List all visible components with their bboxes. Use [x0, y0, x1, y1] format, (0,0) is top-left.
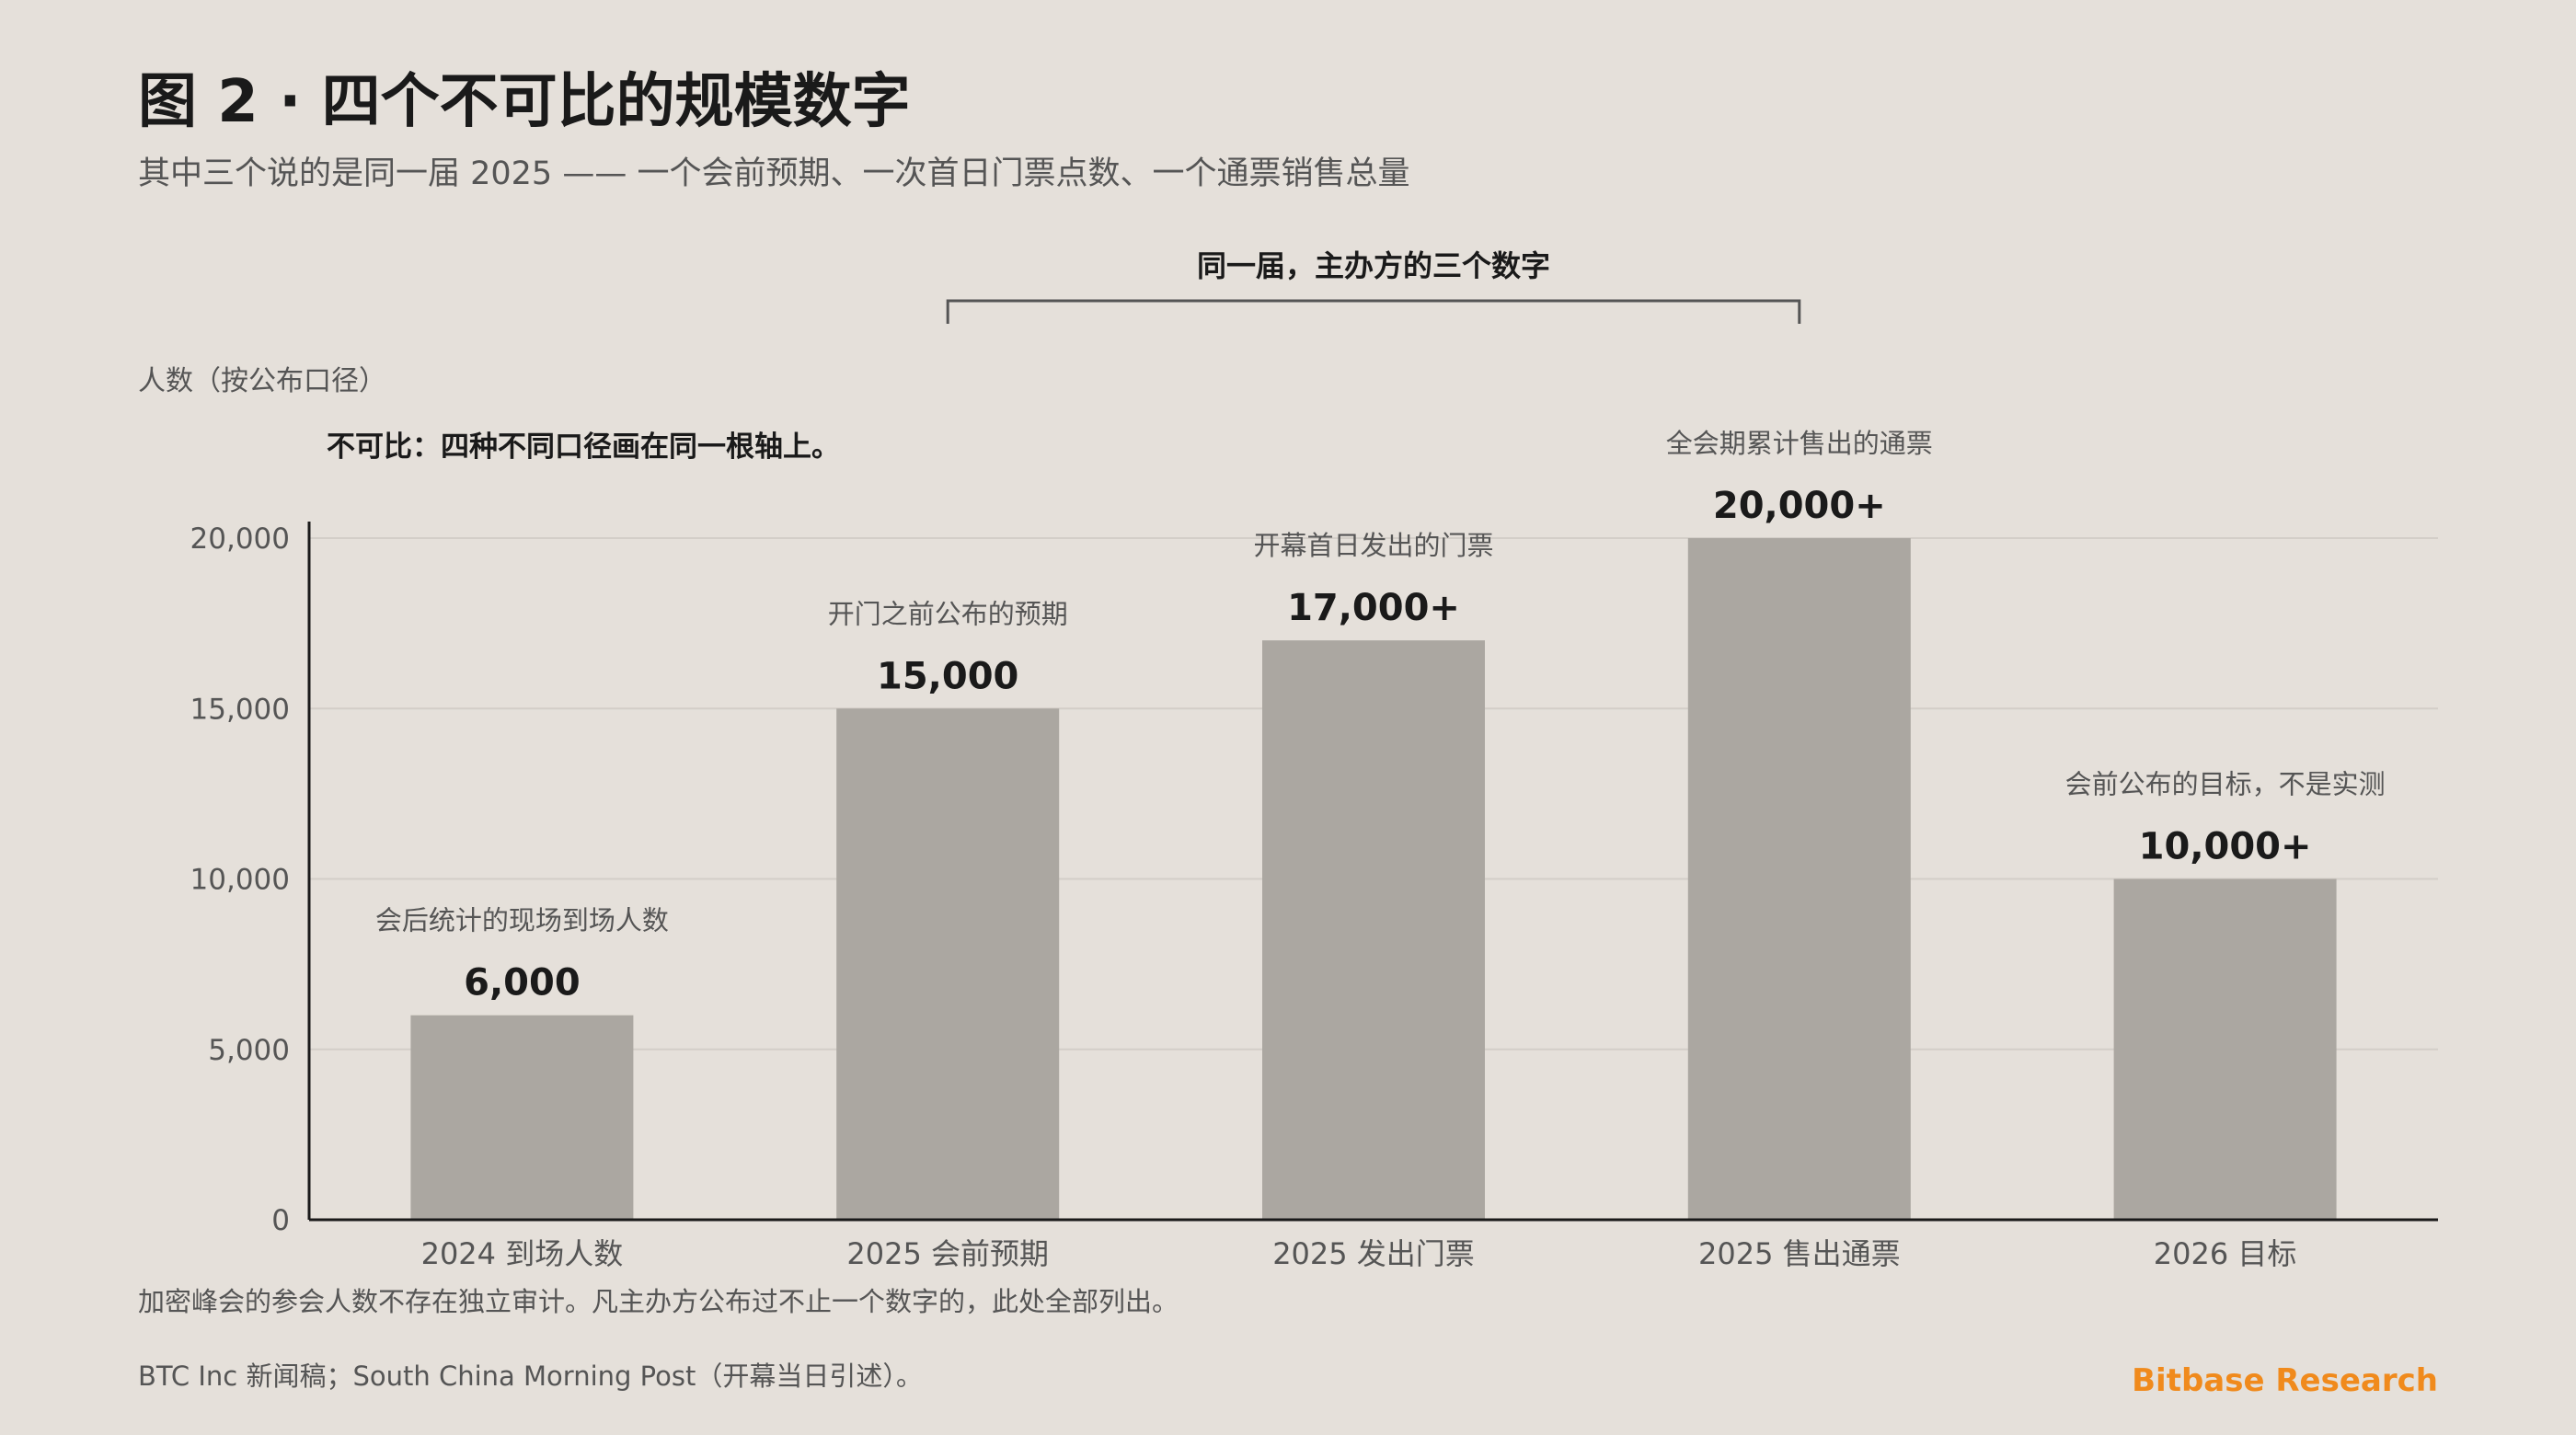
brand-logo-text: Bitbase Research	[2132, 1362, 2438, 1399]
bar	[410, 1015, 634, 1220]
chart-subtitle: 其中三个说的是同一届 2025 —— 一个会前预期、一次首日门票点数、一个通票销…	[138, 155, 1409, 192]
footnote: 加密峰会的参会人数不存在独立审计。凡主办方公布过不止一个数字的，此处全部列出。	[138, 1286, 1179, 1317]
bar-description: 开门之前公布的预期	[828, 598, 1068, 629]
y-tick-label: 10,000	[190, 864, 290, 897]
bracket-label: 同一届，主办方的三个数字	[1197, 248, 1550, 283]
comparability-annotation: 不可比：四种不同口径画在同一根轴上。	[327, 430, 840, 464]
bar-value-label: 10,000+	[2139, 826, 2312, 868]
x-category-label: 2025 会前预期	[846, 1236, 1049, 1271]
y-tick-label: 5,000	[208, 1034, 290, 1067]
x-axis-categories: 2024 到场人数 2025 会前预期 2025 发出门票 2025 售出通票 2026…	[421, 1236, 2297, 1271]
y-tick-label: 15,000	[190, 693, 290, 726]
x-category-label: 2025 发出门票	[1272, 1236, 1475, 1271]
y-tick-label: 0	[271, 1204, 290, 1237]
same-edition-bracket	[946, 299, 1801, 324]
y-tick-label: 20,000	[190, 522, 290, 556]
bar-description: 会后统计的现场到场人数	[375, 905, 669, 936]
bar-value-label: 20,000+	[1713, 485, 1886, 527]
bar-description: 全会期累计售出的通票	[1666, 428, 1933, 459]
y-axis-label: 人数（按公布口径）	[138, 365, 386, 397]
bar	[1262, 640, 1485, 1220]
bar-descriptions: 会后统计的现场到场人数 开门之前公布的预期 开幕首日发出的门票 全会期累计售出的通票会…	[375, 428, 2386, 936]
x-category-label: 2024 到场人数	[421, 1236, 624, 1271]
bars	[410, 538, 2337, 1220]
y-axis-ticks: 0 5,000 10,000 15,000 20,000	[190, 522, 290, 1237]
x-category-label: 2025 售出通票	[1698, 1236, 1901, 1271]
bar-description: 会前公布的目标，不是实测	[2065, 769, 2386, 800]
bar-value-labels: 6,000 15,000 17,000+ 20,000+ 10,000+	[464, 485, 2311, 1004]
bar	[1687, 538, 1911, 1220]
bar	[836, 708, 1060, 1220]
bar-value-label: 17,000+	[1287, 587, 1460, 629]
bar-description: 开幕首日发出的门票	[1253, 530, 1493, 561]
bar	[2113, 878, 2337, 1220]
bar-value-label: 6,000	[464, 962, 581, 1004]
source-note: BTC Inc 新闻稿；South China Morning Post（开幕当…	[138, 1360, 923, 1392]
x-category-label: 2026 目标	[2154, 1236, 2297, 1271]
chart-title: 图 2 · 四个不可比的规模数字	[138, 68, 911, 136]
bar-value-label: 15,000	[877, 655, 1018, 697]
